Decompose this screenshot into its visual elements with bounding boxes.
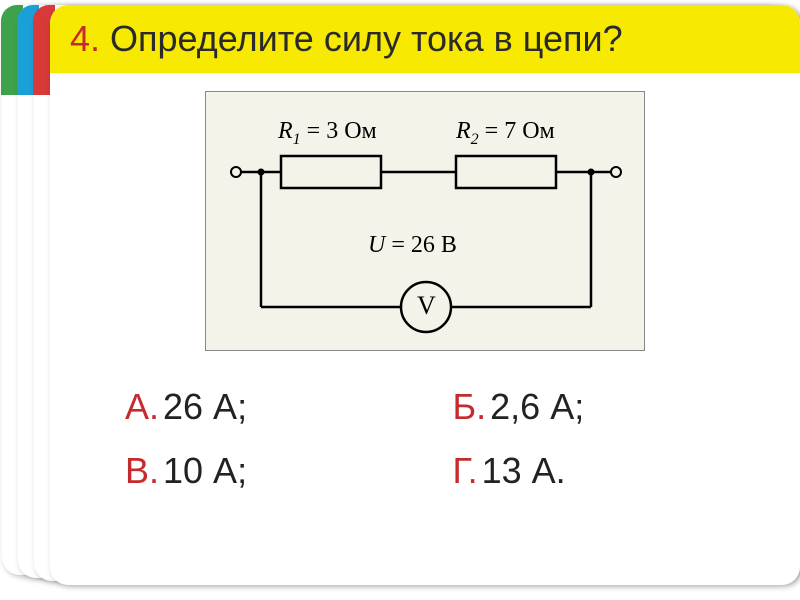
answer-letter: В.: [125, 450, 159, 492]
answer-value: 10 А;: [163, 450, 247, 492]
circuit-diagram: R1 = 3 Ом R2 = 7 Ом U = 26 В V: [205, 91, 645, 351]
question-header: 4. Определите силу тока в цепи?: [50, 5, 800, 73]
answers-grid: А. 26 А; Б. 2,6 А; В. 10 А; Г. 13 А.: [50, 351, 800, 492]
card-front: 4. Определите силу тока в цепи?: [50, 5, 800, 585]
answer-value: 13 А.: [482, 450, 566, 492]
question-text: Определите силу тока в цепи?: [110, 18, 623, 60]
answer-letter: Г.: [453, 450, 478, 492]
answer-d[interactable]: Г. 13 А.: [453, 450, 741, 492]
r1-label: R1 = 3 Ом: [278, 118, 377, 149]
voltmeter-label: V: [417, 291, 436, 321]
answer-letter: Б.: [453, 386, 487, 428]
answer-letter: А.: [125, 386, 159, 428]
answer-value: 26 А;: [163, 386, 247, 428]
question-number: 4.: [70, 18, 100, 60]
answer-b[interactable]: Б. 2,6 А;: [453, 386, 741, 428]
voltage-label: U = 26 В: [368, 232, 457, 259]
r2-label: R2 = 7 Ом: [456, 118, 555, 149]
card-stack: 4. Определите силу тока в цепи?: [0, 5, 800, 600]
answer-a[interactable]: А. 26 А;: [125, 386, 413, 428]
answer-c[interactable]: В. 10 А;: [125, 450, 413, 492]
answer-value: 2,6 А;: [490, 386, 584, 428]
